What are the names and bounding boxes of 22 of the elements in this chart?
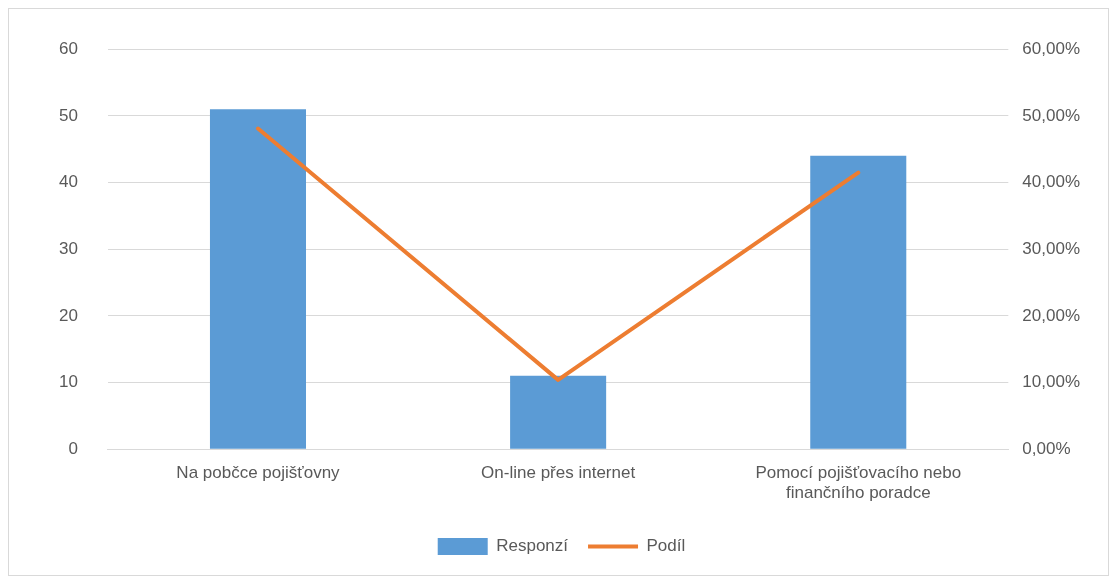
y-tick-label: 60 — [58, 38, 78, 58]
y2-tick-label: 0,00% — [1022, 438, 1071, 458]
y2-tick-label: 30,00% — [1022, 238, 1081, 258]
y2-tick-label: 10,00% — [1022, 372, 1081, 392]
y-tick-label: 0 — [68, 438, 78, 458]
bar — [510, 375, 607, 449]
bar — [810, 155, 907, 449]
y-tick-label: 20 — [58, 305, 78, 325]
x-tick-label: Na pobčce pojišťovny — [176, 463, 341, 483]
y-tick-label: 30 — [58, 238, 78, 258]
y2-tick-label: 60,00% — [1022, 38, 1081, 58]
y2-tick-label: 20,00% — [1022, 305, 1081, 325]
y-tick-label: 40 — [58, 172, 78, 192]
y2-tick-label: 50,00% — [1022, 105, 1081, 125]
x-tick-label: Pomocí pojišťovacího nebo finančního poradce — [755, 463, 962, 503]
bar — [209, 109, 307, 449]
y-tick-label: 10 — [58, 372, 78, 392]
legend-label: Podíl — [646, 536, 686, 556]
y-tick-label: 50 — [58, 105, 78, 125]
y2-tick-label: 40,00% — [1022, 172, 1081, 192]
legend-label: Responzí — [496, 536, 569, 556]
x-tick-label: On-line přes internet — [481, 463, 636, 483]
